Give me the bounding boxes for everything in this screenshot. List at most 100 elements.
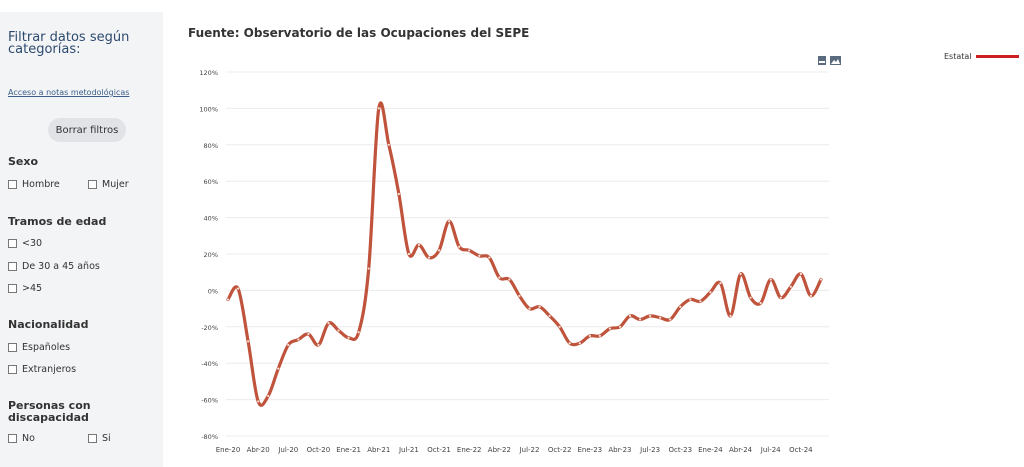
legend-swatch-estatal [975, 55, 1019, 58]
data-point [488, 256, 491, 259]
data-point [357, 331, 360, 334]
data-point [679, 305, 682, 308]
data-point [267, 394, 270, 398]
pdf-icon[interactable] [817, 56, 828, 65]
y-tick-label: 40% [204, 215, 218, 223]
edad-30-45-checkbox[interactable]: De 30 a 45 años [8, 261, 100, 272]
y-tick-label: -40% [201, 360, 218, 368]
discapacidad-heading: Personas con discapacidad [8, 399, 91, 424]
data-point [377, 107, 380, 110]
checkbox-box[interactable] [88, 180, 97, 189]
x-tick-label: Jul-20 [277, 446, 298, 454]
checkbox-box[interactable] [8, 239, 17, 248]
data-point [779, 296, 782, 299]
y-tick-label: 120% [199, 69, 218, 77]
y-tick-label: 100% [199, 105, 218, 113]
y-tick-label: -60% [201, 397, 218, 405]
sidebar-title: Filtrar datos según categorías: [8, 30, 130, 57]
data-point [598, 334, 601, 337]
data-point [729, 314, 732, 317]
x-tick-label: Abr-20 [247, 446, 270, 454]
sexo-heading: Sexo [8, 155, 39, 168]
data-point [819, 278, 823, 281]
x-tick-label: Jul-21 [398, 446, 419, 454]
data-point [297, 338, 300, 341]
data-point [498, 276, 501, 279]
discapacidad-no-label: No [22, 433, 35, 444]
data-point [387, 143, 390, 146]
data-point [407, 252, 411, 256]
discapacidad-si-checkbox[interactable]: Si [88, 433, 111, 444]
data-point [739, 272, 742, 276]
methodology-notes-link[interactable]: Acceso a notas metodológicas [8, 88, 130, 97]
filter-sidebar: Filtrar datos según categorías: Acceso a… [0, 12, 163, 467]
data-point [458, 245, 461, 248]
data-point [769, 278, 772, 281]
data-point [518, 294, 521, 297]
extranjeros-label: Extranjeros [22, 364, 77, 375]
hombre-checkbox[interactable]: Hombre [8, 179, 60, 190]
chart-title: Fuente: Observatorio de las Ocupaciones … [188, 26, 530, 40]
y-tick-label: 0% [208, 287, 218, 295]
x-tick-label: Ene-21 [336, 446, 361, 454]
edad-30-45-label: De 30 a 45 años [22, 261, 100, 272]
data-point [749, 296, 752, 299]
y-tick-label: -20% [201, 324, 218, 332]
data-point [709, 291, 712, 294]
data-point [397, 192, 400, 196]
data-point [367, 267, 370, 270]
x-tick-label: Ene-20 [216, 446, 241, 454]
data-point [437, 249, 441, 252]
edad-under30-label: <30 [22, 238, 43, 249]
edad-under30-checkbox[interactable]: <30 [8, 238, 42, 249]
nacionalidad-heading: Nacionalidad [8, 318, 89, 331]
x-tick-label: Abr-22 [488, 446, 511, 454]
data-point [317, 343, 320, 347]
data-point [608, 327, 612, 330]
checkbox-box[interactable] [8, 180, 17, 189]
data-point [809, 294, 813, 297]
x-tick-label: Oct-23 [668, 446, 692, 454]
data-point [659, 316, 662, 319]
data-point [699, 300, 702, 303]
data-point [226, 298, 230, 301]
x-tick-label: Jul-22 [519, 446, 540, 454]
checkbox-box[interactable] [8, 434, 17, 443]
data-point [468, 249, 471, 252]
data-point [548, 314, 551, 317]
y-tick-label: 60% [204, 178, 218, 186]
data-point [618, 325, 622, 328]
discapacidad-no-checkbox[interactable]: No [8, 433, 35, 444]
discapacidad-si-label: Si [102, 433, 111, 444]
data-point [628, 314, 632, 317]
edad-over45-checkbox[interactable]: >45 [8, 283, 42, 294]
extranjeros-checkbox[interactable]: Extranjeros [8, 364, 76, 375]
data-point [247, 340, 250, 343]
x-tick-label: Jul-24 [760, 446, 781, 454]
data-point [799, 272, 802, 276]
checkbox-box[interactable] [8, 365, 17, 374]
data-point [427, 256, 431, 259]
checkbox-box[interactable] [8, 262, 17, 271]
espanoles-checkbox[interactable]: Españoles [8, 342, 70, 353]
clear-filters-button[interactable]: Borrar filtros [48, 118, 126, 142]
x-tick-label: Jul-23 [639, 446, 660, 454]
checkbox-box[interactable] [8, 343, 17, 352]
x-tick-label: Oct-21 [427, 446, 451, 454]
data-point [588, 334, 591, 337]
data-point [347, 336, 350, 339]
data-point [558, 325, 561, 328]
x-tick-label: Abr-24 [729, 446, 753, 454]
image-icon[interactable] [830, 56, 841, 65]
x-tick-label: Ene-24 [698, 446, 723, 454]
edad-heading: Tramos de edad [8, 215, 107, 228]
checkbox-box[interactable] [8, 284, 17, 293]
data-point [287, 343, 290, 347]
checkbox-box[interactable] [88, 434, 97, 443]
mujer-checkbox[interactable]: Mujer [88, 179, 129, 190]
data-point [448, 220, 451, 223]
data-point [508, 278, 511, 281]
data-point [689, 298, 692, 301]
data-point [578, 342, 581, 345]
data-point [719, 282, 722, 285]
